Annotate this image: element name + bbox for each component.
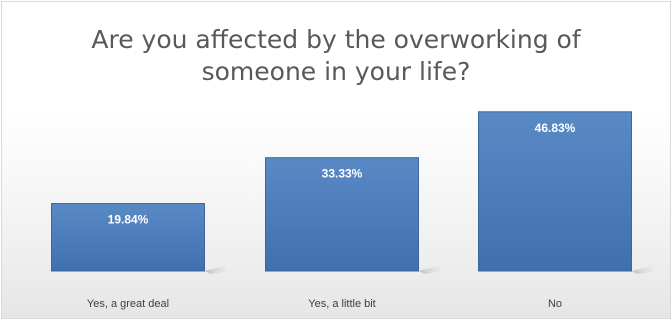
category-label: Yes, a little bit xyxy=(308,298,375,310)
bar xyxy=(51,203,205,272)
bar-shadow xyxy=(631,266,658,274)
data-label: 46.83% xyxy=(535,121,576,135)
category-label: Yes, a great deal xyxy=(87,298,169,310)
chart-title: Are you affected by the overworking of s… xyxy=(91,25,581,86)
bar-shadow xyxy=(418,266,445,274)
bars-layer: 19.84% Yes, a great deal 33.33% Yes, a litt… xyxy=(51,111,658,310)
category-label: No xyxy=(548,298,562,310)
bar xyxy=(478,111,632,272)
bar xyxy=(265,157,419,272)
data-label: 19.84% xyxy=(108,213,149,227)
bar-shadow xyxy=(204,266,231,274)
data-label: 33.33% xyxy=(322,167,363,181)
